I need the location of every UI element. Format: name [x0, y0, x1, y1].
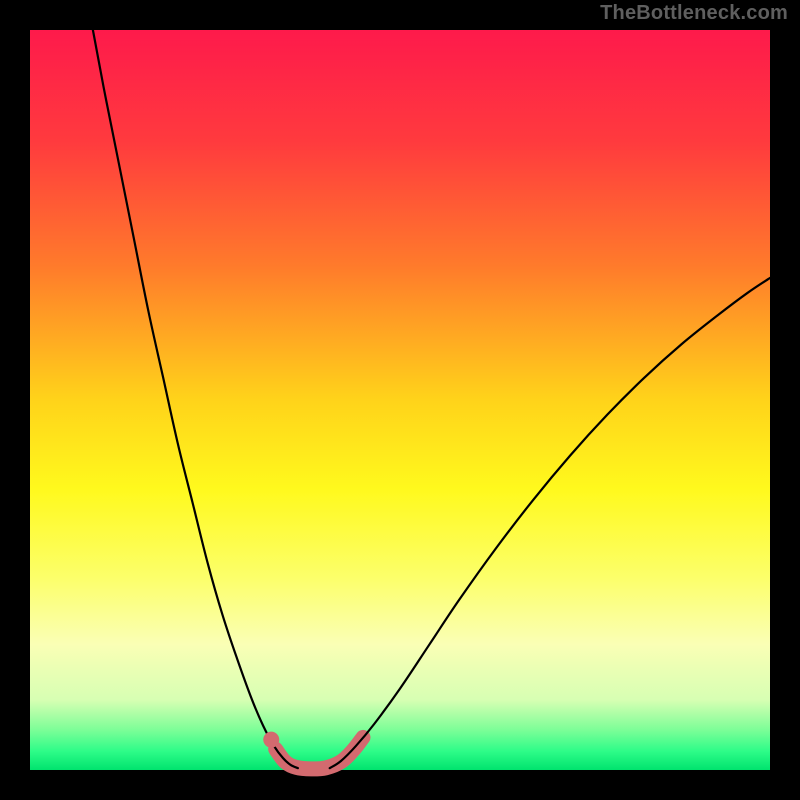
- plot-background: [30, 30, 770, 770]
- bottleneck-chart: [0, 0, 800, 800]
- watermark-text: TheBottleneck.com: [600, 2, 788, 25]
- highlight-dot: [263, 732, 279, 748]
- chart-container: TheBottleneck.com: [0, 0, 800, 800]
